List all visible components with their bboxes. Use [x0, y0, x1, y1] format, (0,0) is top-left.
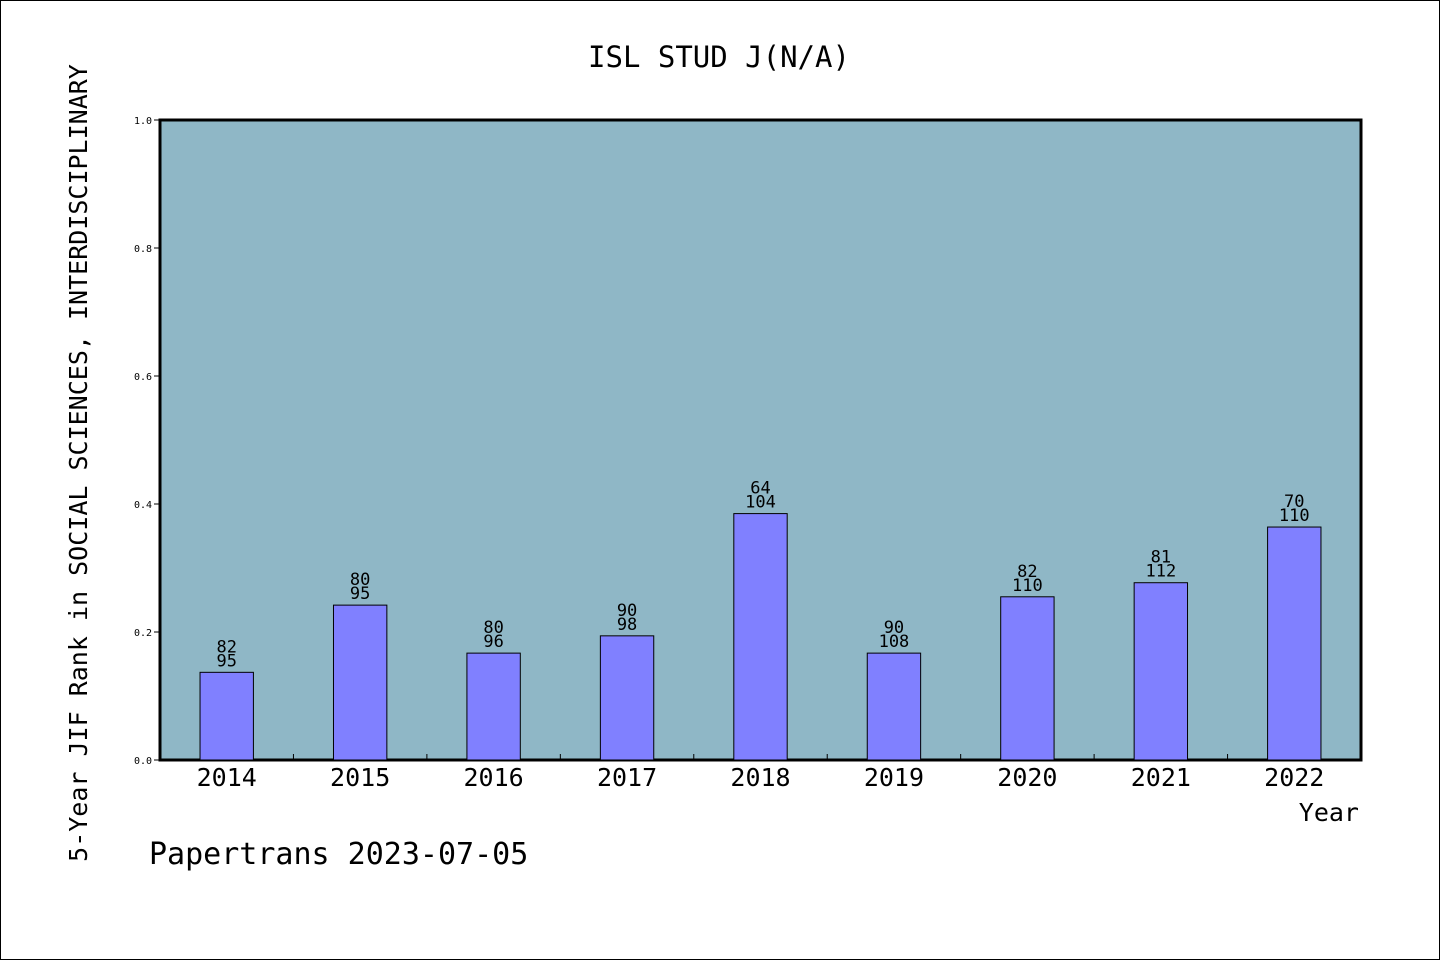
- x-tick-label: 2021: [1131, 763, 1191, 792]
- y-tick-label: 0.6: [134, 372, 152, 383]
- chart-title: ISL STUD J(N/A): [588, 40, 850, 74]
- bar: [199, 671, 254, 761]
- bar-rank-label: 82: [1017, 562, 1037, 582]
- y-tick-label: 1.0: [134, 116, 152, 127]
- y-tick-label: 0.4: [134, 500, 152, 511]
- y-tick-label: 0.0: [134, 756, 152, 767]
- bar: [599, 635, 655, 761]
- x-tick-label: 2019: [864, 763, 924, 792]
- x-tick-label: 2017: [597, 763, 657, 792]
- bar: [1000, 596, 1055, 761]
- bar-total-label: 110: [1012, 576, 1043, 596]
- bar: [1133, 582, 1189, 761]
- y-tick-label: 0.2: [134, 628, 152, 639]
- x-tick-label: 2022: [1264, 763, 1324, 792]
- bar-rank-label: 82: [216, 637, 236, 657]
- bar-total-label: 112: [1145, 562, 1176, 582]
- bar-rank-label: 80: [350, 570, 370, 590]
- bar-rank-label: 80: [483, 618, 503, 638]
- bar-total-label: 110: [1279, 506, 1310, 526]
- bar: [466, 652, 521, 761]
- bar: [332, 604, 388, 761]
- y-tick-label: 0.8: [134, 244, 152, 255]
- x-tick-label: 2014: [197, 763, 257, 792]
- bar-rank-label: 70: [1284, 492, 1304, 512]
- x-axis-label: Year: [1299, 798, 1359, 827]
- bar-total-label: 104: [745, 493, 776, 513]
- bar-total-label: 95: [216, 651, 236, 671]
- y-axis-label: 5-Year JIF Rank in SOCIAL SCIENCES, INTE…: [64, 64, 93, 862]
- bar-rank-label: 90: [617, 601, 637, 621]
- bar: [1267, 526, 1322, 761]
- bar-total-label: 96: [483, 632, 503, 652]
- y-axis-ticks: 0.0 0.2 0.4 0.6 0.8 1.0: [134, 116, 160, 767]
- x-tick-label: 2020: [997, 763, 1057, 792]
- bar: [866, 652, 922, 761]
- bar-rank-label: 64: [750, 479, 770, 499]
- bar-rank-label: 81: [1151, 548, 1171, 568]
- x-tick-label: 2018: [730, 763, 790, 792]
- x-tick-label: 2015: [330, 763, 390, 792]
- bar: [733, 513, 788, 761]
- bar-total-label: 95: [350, 584, 370, 604]
- bar-total-label: 108: [879, 632, 910, 652]
- x-axis-ticks: 2014 2015 2016 2017 2018 2019 2020 2021 2022: [197, 754, 1324, 792]
- footer-credit: Papertrans 2023-07-05: [149, 837, 528, 872]
- bar-rank-label: 90: [884, 618, 904, 638]
- x-tick-label: 2016: [464, 763, 524, 792]
- bar-series: 8295809580969098641049010882110811127011…: [199, 479, 1322, 761]
- bar-total-label: 98: [617, 615, 637, 635]
